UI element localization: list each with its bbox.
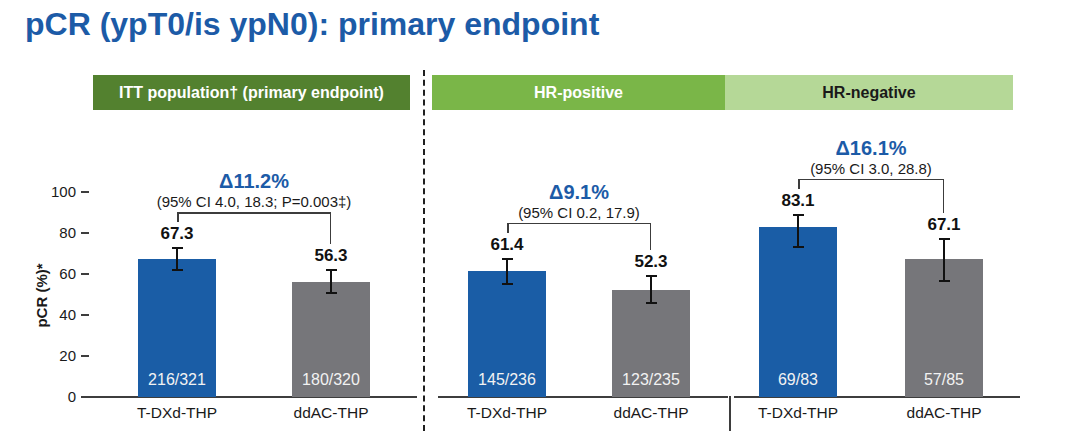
panel-divider-solid — [729, 396, 731, 431]
x-category-label: ddAC-THP — [591, 404, 711, 422]
x-category-label: ddAC-THP — [884, 404, 1004, 422]
bar-value-label: 56.3 — [291, 246, 371, 266]
comparison-bracket — [177, 212, 331, 214]
error-bar-cap — [793, 246, 804, 248]
bar-fraction-label: 57/85 — [905, 371, 983, 389]
error-bar — [797, 215, 799, 248]
y-tick-mark — [81, 314, 89, 316]
comparison-bracket — [177, 212, 179, 222]
error-bar — [176, 248, 178, 270]
bar-value-label: 61.4 — [467, 235, 547, 255]
error-bar — [506, 259, 508, 285]
y-tick-label: 80 — [40, 225, 76, 241]
error-bar-cap — [646, 275, 657, 277]
y-tick-mark — [81, 191, 89, 193]
error-bar-cap — [502, 258, 513, 260]
error-bar-cap — [326, 292, 337, 294]
ci-label: (95% CI 4.0, 18.3; P=0.003‡) — [114, 193, 394, 210]
bar-fraction-label: 145/236 — [468, 371, 546, 389]
error-bar-cap — [793, 214, 804, 216]
delta-label: Δ9.1% — [469, 181, 689, 204]
error-bar — [650, 276, 652, 303]
chart-area: 0 20 40 60 80 100 ITT population† (primary end… — [0, 0, 1080, 431]
delta-label: Δ11.2% — [144, 170, 364, 193]
bar-fraction-label: 69/83 — [759, 371, 837, 389]
bar-value-label: 67.1 — [904, 215, 984, 235]
y-tick-label: 20 — [40, 348, 76, 364]
y-tick-label: 0 — [40, 389, 76, 405]
comparison-bracket — [798, 179, 944, 181]
error-bar-cap — [939, 280, 950, 282]
error-bar-cap — [502, 283, 513, 285]
y-tick-label: 40 — [40, 307, 76, 323]
slide: pCR (ypT0/is ypN0): primary endpoint pCR… — [0, 0, 1080, 431]
comparison-bracket — [507, 223, 509, 233]
comparison-bracket — [507, 223, 651, 225]
comparison-bracket — [798, 179, 800, 189]
error-bar — [943, 239, 945, 281]
comparison-bracket — [650, 223, 652, 250]
x-category-label: ddAC-THP — [271, 404, 391, 422]
bar-value-label: 83.1 — [758, 191, 838, 211]
x-category-label: T-DXd-THP — [447, 404, 567, 422]
bar-value-label: 67.3 — [137, 224, 217, 244]
error-bar-cap — [172, 269, 183, 271]
comparison-bracket — [330, 212, 332, 244]
header-itt: ITT population† (primary endpoint) — [93, 75, 410, 110]
error-bar-cap — [646, 302, 657, 304]
y-tick-mark — [81, 273, 89, 275]
delta-label: Δ16.1% — [761, 137, 981, 160]
x-category-label: T-DXd-THP — [117, 404, 237, 422]
bar-fraction-label: 180/320 — [292, 371, 370, 389]
error-bar — [330, 270, 332, 293]
comparison-bracket — [943, 179, 945, 214]
bar-fraction-label: 123/235 — [612, 371, 690, 389]
ci-label: (95% CI 0.2, 17.9) — [439, 204, 719, 221]
error-bar-cap — [326, 269, 337, 271]
ci-label: (95% CI 3.0, 28.8) — [731, 160, 1011, 177]
x-category-label: T-DXd-THP — [738, 404, 858, 422]
bar-fraction-label: 216/321 — [138, 371, 216, 389]
header-hr-positive: HR-positive — [432, 75, 725, 110]
bar-value-label: 52.3 — [611, 252, 691, 272]
error-bar-cap — [172, 247, 183, 249]
header-hr-negative: HR-negative — [725, 75, 1013, 110]
y-tick-label: 100 — [40, 184, 76, 200]
y-tick-mark — [81, 355, 89, 357]
error-bar-cap — [939, 238, 950, 240]
y-tick-label: 60 — [40, 266, 76, 282]
y-tick-mark — [81, 232, 89, 234]
panel-divider-dashed — [423, 70, 425, 431]
